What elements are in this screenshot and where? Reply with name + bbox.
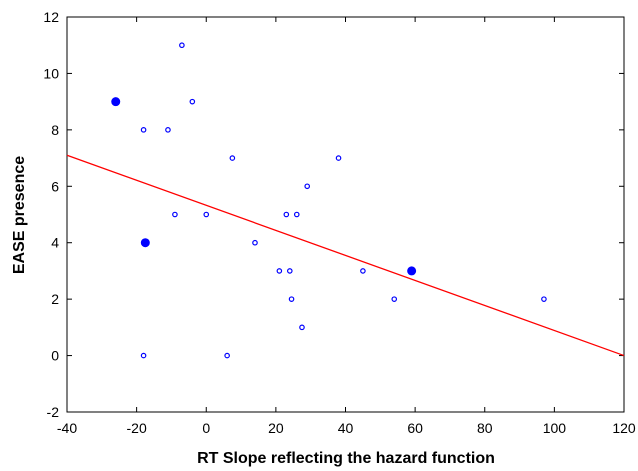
x-tick-label: 20 [268, 420, 284, 436]
data-point-multiple [407, 266, 417, 276]
x-tick-label: 120 [612, 420, 636, 436]
y-axis-title: EASE presence [11, 156, 28, 274]
x-tick-label: 60 [407, 420, 423, 436]
y-tick-label: 4 [51, 235, 59, 251]
data-point [224, 352, 230, 359]
data-point [140, 352, 147, 359]
data-point [172, 211, 178, 218]
y-tick-label: 6 [51, 178, 59, 194]
y-tick-label: 10 [43, 65, 59, 81]
y-tick-label: -2 [47, 404, 60, 420]
data-point [203, 211, 210, 218]
data-point [360, 268, 366, 274]
y-tick-label: 8 [51, 122, 59, 138]
data-point [140, 127, 147, 133]
data-point [293, 211, 300, 218]
x-axis-title: RT Slope reflecting the hazard function [197, 450, 495, 467]
y-tick-label: 0 [51, 348, 59, 364]
data-point [252, 239, 258, 246]
data-point [283, 211, 290, 218]
data-point [276, 268, 283, 274]
data-point [288, 296, 295, 302]
x-axis-ticks: -40 -20 0 20 40 60 80 100 120 [57, 17, 636, 436]
x-tick-label: 80 [477, 420, 493, 436]
data-point [304, 183, 311, 190]
data-point [391, 296, 398, 302]
x-tick-label: -20 [127, 420, 147, 436]
y-axis-ticks: -2 0 2 4 6 8 10 12 [43, 9, 624, 420]
y-tick-label: 2 [51, 291, 59, 307]
data-point [335, 155, 342, 161]
y-tick-label: 12 [43, 9, 59, 25]
x-tick-label: 40 [338, 420, 354, 436]
data-point [286, 268, 293, 274]
data-point-multiple [111, 97, 121, 107]
data-point [541, 296, 547, 302]
data-point [179, 42, 185, 49]
data-point [189, 98, 196, 105]
plot-frame [66, 16, 625, 413]
x-tick-label: -40 [57, 420, 77, 436]
x-tick-label: 100 [543, 420, 567, 436]
data-point [229, 155, 236, 161]
data-point-multiple [140, 238, 150, 248]
x-tick-label: 0 [202, 420, 210, 436]
regression-line [66, 154, 625, 357]
data-point [299, 324, 305, 331]
data-points [111, 42, 547, 359]
data-point [165, 127, 171, 133]
